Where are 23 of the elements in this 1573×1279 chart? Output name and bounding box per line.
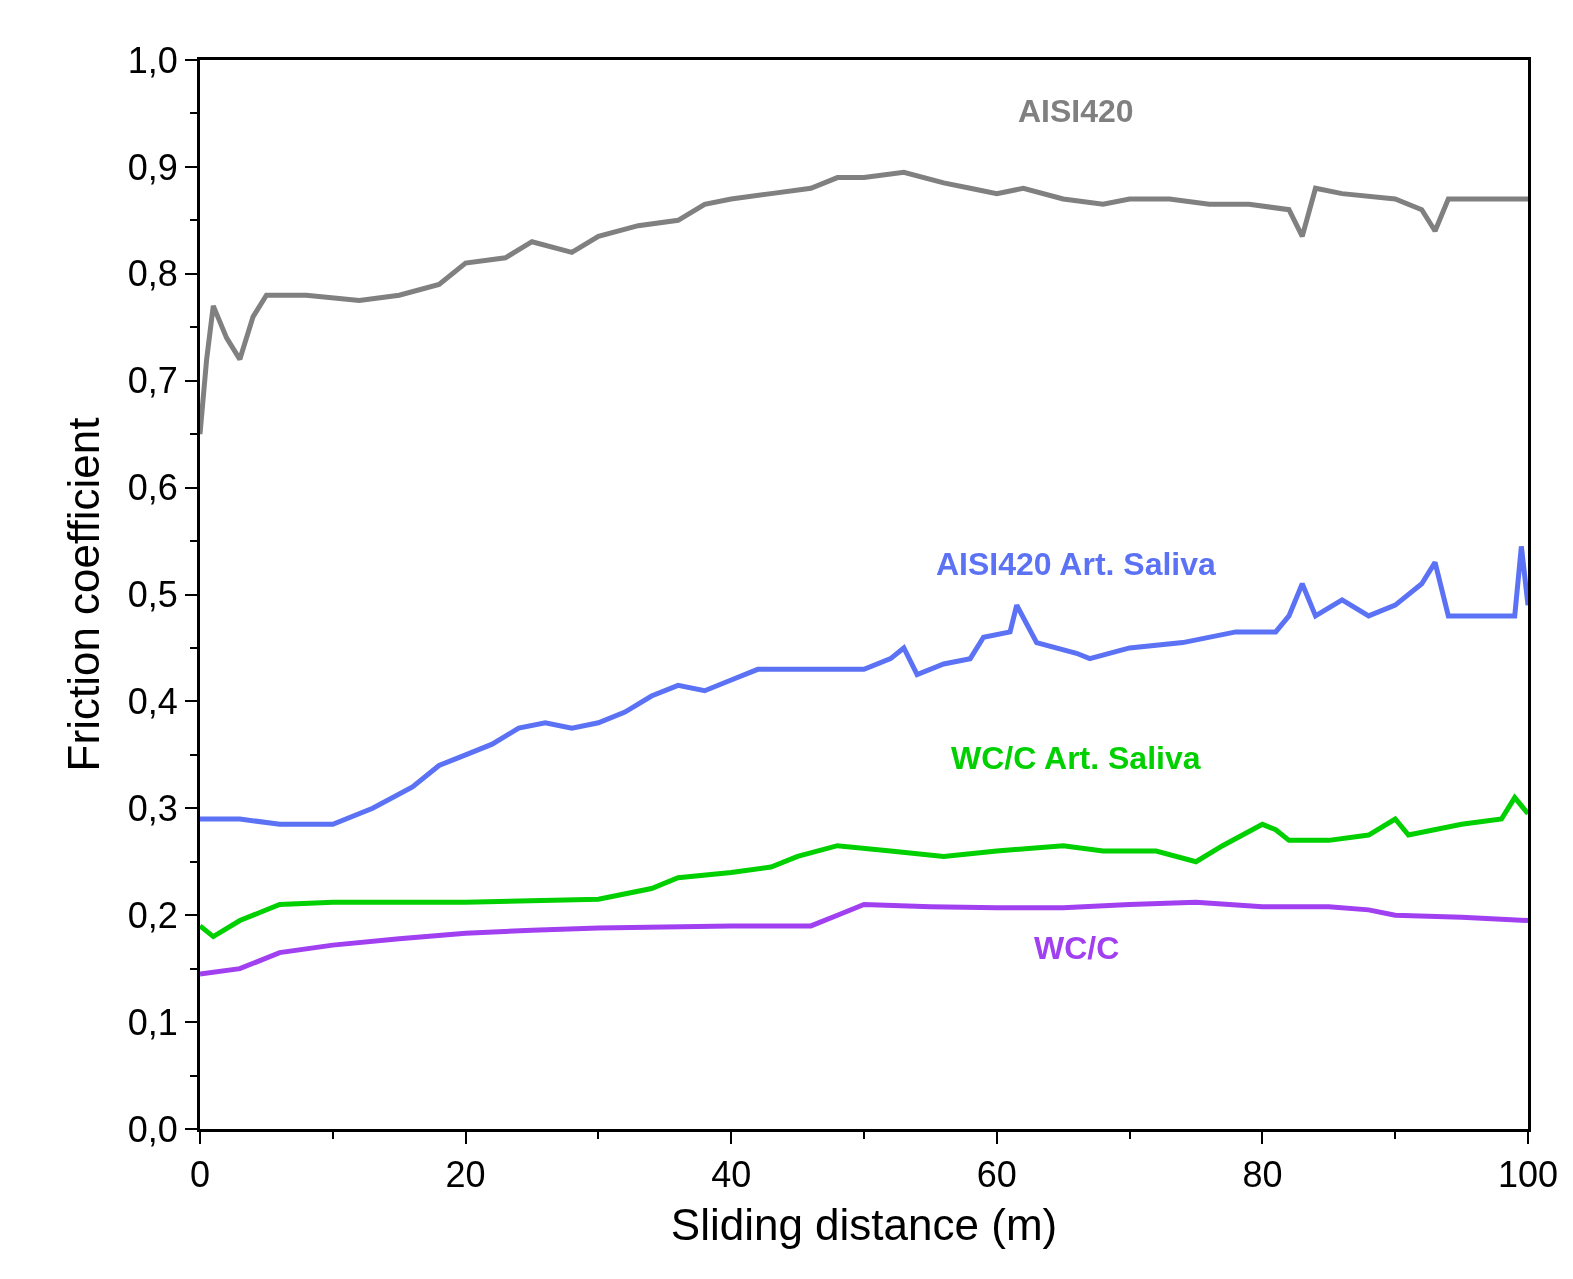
y-tick-label: 0,7 xyxy=(127,360,178,402)
y-tick-label: 0,2 xyxy=(127,894,178,936)
y-tick-label: 0,5 xyxy=(127,574,178,616)
x-tick-label: 0 xyxy=(189,1154,211,1196)
series-label: AISI420 Art. Saliva xyxy=(936,546,1217,582)
x-tick-label: 60 xyxy=(976,1154,1017,1196)
x-tick-label: 80 xyxy=(1242,1154,1283,1196)
y-tick-label: 0,0 xyxy=(127,1108,178,1150)
y-tick-label: 0,6 xyxy=(127,467,178,509)
y-tick-label: 0,1 xyxy=(127,1001,178,1043)
text: WC/C Art. Saliva xyxy=(951,740,1201,776)
y-tick-label: 0,4 xyxy=(127,681,178,722)
y-tick-label: 0,8 xyxy=(127,253,178,295)
y-tick-label: 0,9 xyxy=(127,146,178,188)
y-tick-label: 0,3 xyxy=(127,787,178,829)
y-axis-title: Friction coefficient xyxy=(58,417,108,772)
x-tick-label: 20 xyxy=(445,1154,486,1196)
series-label: WC/C xyxy=(1034,930,1120,966)
x-axis-title: Sliding distance (m) xyxy=(670,1199,1058,1249)
x-tick-label: 100 xyxy=(1497,1154,1559,1196)
series-label: AISI420 xyxy=(1018,93,1134,129)
x-tick-label: 40 xyxy=(711,1154,752,1196)
y-tick-label: 1,0 xyxy=(127,39,178,81)
